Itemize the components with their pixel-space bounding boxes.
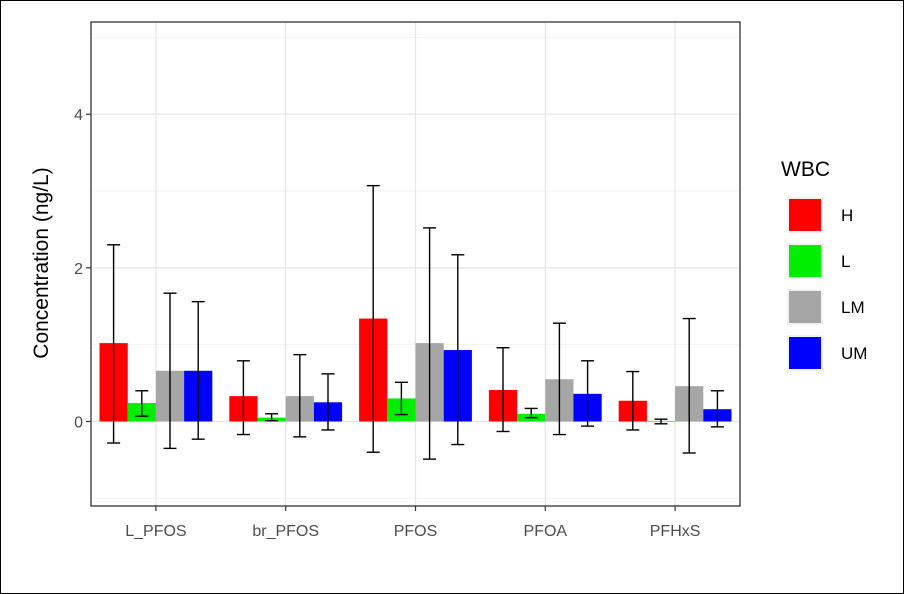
y-tick-label: 4 (74, 107, 83, 124)
y-tick-label: 2 (74, 261, 83, 278)
x-tick-label: PFOS (394, 523, 438, 540)
x-tick-label: PFOA (524, 523, 568, 540)
error-bar-UM-PFHxS (710, 390, 724, 428)
x-tick-label: L_PFOS (125, 523, 186, 540)
legend-item-H: H (787, 197, 853, 233)
error-bar-LM-PFOS (423, 227, 437, 460)
error-bar-L-PFOS (394, 381, 408, 416)
legend-swatch (789, 337, 821, 369)
y-axis-title: Concentration (ng/L) (30, 167, 53, 358)
error-bar-H-L_PFOS (107, 244, 121, 444)
error-bar-H-PFOS (366, 184, 380, 453)
error-bar-LM-PFOA (552, 322, 566, 436)
error-bars (107, 184, 724, 460)
error-bar-H-br_PFOS (236, 360, 250, 436)
legend-item-UM: UM (787, 335, 867, 371)
legend-label: UM (841, 344, 867, 363)
legend-swatch (789, 245, 821, 277)
error-bar-LM-PFHxS (682, 317, 696, 454)
error-bar-L-L_PFOS (135, 390, 149, 417)
error-bar-UM-L_PFOS (191, 300, 205, 440)
legend-swatch (789, 291, 821, 323)
error-bar-UM-PFOS (451, 254, 465, 446)
legend-label: H (841, 206, 853, 225)
legend-label: L (841, 252, 850, 271)
error-bar-H-PFOA (496, 347, 510, 433)
legend-item-L: L (787, 243, 850, 279)
axes: 0 2 4 L_PFOS br_PFOS PFOS PFOA PFHxS (74, 21, 741, 540)
x-tick-label: PFHxS (650, 523, 701, 540)
y-tick-label: 0 (74, 414, 83, 431)
x-tick-label: br_PFOS (252, 523, 319, 540)
error-bar-LM-L_PFOS (163, 292, 177, 450)
error-bar-L-PFHxS (654, 418, 668, 425)
error-bar-H-PFHxS (626, 370, 640, 431)
error-bar-UM-br_PFOS (321, 373, 335, 431)
legend-label: LM (841, 298, 865, 317)
error-bar-L-PFOA (524, 407, 538, 419)
legend-item-LM: LM (787, 289, 865, 325)
legend: WBC H L LM UM (781, 158, 867, 371)
error-bar-L-br_PFOS (265, 413, 279, 422)
grid (91, 22, 740, 506)
legend-swatch (789, 199, 821, 231)
error-bar-LM-br_PFOS (293, 353, 307, 438)
legend-title: WBC (781, 158, 830, 181)
error-bar-UM-PFOA (581, 360, 595, 427)
